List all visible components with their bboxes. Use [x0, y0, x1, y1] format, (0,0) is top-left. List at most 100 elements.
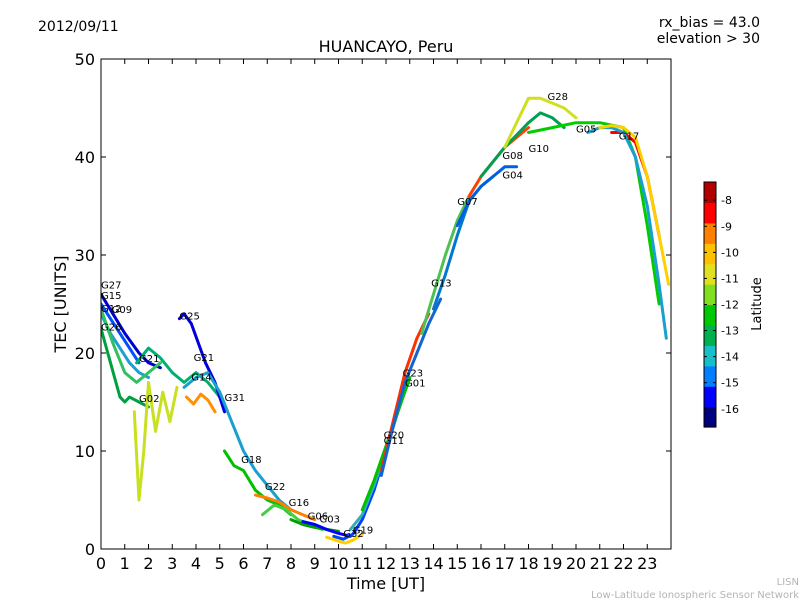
station-label-g28: G28 — [548, 92, 568, 103]
series-g29 — [598, 124, 671, 286]
x-tick-label: 6 — [238, 554, 248, 573]
x-tick-label: 13 — [400, 554, 420, 573]
colorbar-band — [704, 263, 716, 285]
station-label-g19: G19 — [353, 525, 373, 536]
x-tick-label: 22 — [613, 554, 633, 573]
colorbar-ticks: -8 -9 -10 -11 -12 -13 -14 -15 -16 — [704, 194, 739, 416]
colorbar-band — [704, 202, 716, 224]
station-label-g05: G05 — [576, 125, 596, 136]
footer-org-long: Low-Latitude Ionospheric Sensor Network — [591, 590, 799, 600]
station-label-g04: G04 — [502, 171, 522, 182]
y-tick-label: 40 — [75, 148, 95, 167]
station-label-g26: G26 — [101, 323, 121, 334]
station-label-g10: G10 — [529, 144, 549, 155]
y-axis-ticks: 0 10 20 30 40 50 — [75, 50, 671, 559]
colorbar-tick-label: -12 — [721, 299, 739, 312]
colorbar-tick-label: -16 — [721, 403, 739, 416]
station-label-g23: G23 — [403, 369, 423, 380]
colorbar-label: Latitude — [750, 277, 765, 331]
x-tick-label: 20 — [566, 554, 586, 573]
x-tick-label: 15 — [447, 554, 467, 573]
station-label-g18: G18 — [241, 455, 261, 466]
y-tick-label: 30 — [75, 246, 95, 265]
x-tick-label: 8 — [286, 554, 296, 573]
colorbar-tick-label: -9 — [721, 220, 732, 233]
station-label-g25: G25 — [179, 312, 199, 323]
footer-org-short: LISN — [777, 577, 799, 588]
station-label-g09: G09 — [112, 305, 132, 316]
station-label-g17: G17 — [619, 131, 639, 142]
series-g01 — [379, 297, 443, 477]
series-g32 — [325, 532, 364, 545]
station-label-g21: G21 — [194, 353, 214, 364]
station-label-g31: G31 — [225, 393, 245, 404]
colorbar-tick-label: -10 — [721, 246, 739, 259]
series-g21 — [135, 346, 222, 399]
colorbar-band — [704, 222, 716, 244]
x-tick-label: 9 — [310, 554, 320, 573]
x-axis-label: Time [UT] — [346, 574, 425, 593]
y-axis-label: TEC [UNITS] — [51, 256, 70, 354]
station-label-g16: G16 — [289, 498, 309, 509]
station-label-g07: G07 — [457, 197, 477, 208]
colorbar-band — [704, 243, 716, 265]
station-label-g11: G11 — [384, 436, 404, 447]
x-tick-label: 1 — [120, 554, 130, 573]
series-g31 — [182, 371, 293, 512]
station-label-g14: G14 — [191, 372, 211, 383]
colorbar-tick-label: -13 — [721, 325, 739, 338]
series-g02 — [132, 380, 179, 502]
station-label-g15: G15 — [101, 291, 121, 302]
series-g22 — [253, 493, 317, 522]
series-g28 — [503, 96, 578, 149]
station-label-g21: G21 — [139, 354, 159, 365]
elevation-label: elevation > 30 — [657, 31, 760, 47]
x-tick-label: 14 — [423, 554, 443, 573]
colorbar-tick-label: -15 — [721, 377, 739, 390]
colorbar-band — [704, 386, 716, 408]
series-g15 — [101, 302, 141, 365]
colorbar-band — [704, 406, 716, 428]
series-g13 — [420, 194, 471, 335]
colorbar-tick-label: -8 — [721, 194, 732, 207]
rx-bias-label: rx_bias = 43.0 — [659, 15, 760, 31]
y-tick-label: 10 — [75, 442, 95, 461]
chart-title: HUANCAYO, Peru — [319, 37, 454, 56]
station-label-g27: G27 — [101, 280, 121, 291]
x-tick-label: 12 — [376, 554, 396, 573]
station-label-g01: G01 — [405, 378, 425, 389]
x-tick-label: 21 — [590, 554, 610, 573]
x-tick-label: 19 — [542, 554, 562, 573]
series-g03 — [301, 520, 352, 538]
x-axis-ticks: 0 1 2 3 4 5 6 7 8 9 10 11 12 13 14 15 16 17 18 19 20 21 22 23 — [96, 59, 657, 573]
x-tick-label: 4 — [191, 554, 201, 573]
x-tick-label: 5 — [215, 554, 225, 573]
colorbar — [704, 182, 716, 428]
x-tick-label: 7 — [262, 554, 272, 573]
colorbar-band — [704, 365, 716, 387]
station-label-g32: G32 — [343, 529, 363, 540]
y-tick-label: 0 — [85, 540, 95, 559]
colorbar-band — [704, 284, 716, 306]
date-label: 2012/09/11 — [38, 19, 119, 35]
series-g14 — [185, 392, 217, 414]
station-label-g03: G03 — [320, 515, 340, 526]
station-label-g13: G13 — [431, 278, 451, 289]
x-tick-label: 10 — [328, 554, 348, 573]
x-tick-label: 16 — [471, 554, 491, 573]
series-g27 — [101, 292, 162, 370]
station-label-g02: G02 — [139, 394, 159, 405]
x-tick-label: 2 — [143, 554, 153, 573]
x-tick-label: 23 — [637, 554, 657, 573]
x-tick-label: 18 — [518, 554, 538, 573]
y-tick-label: 50 — [75, 50, 95, 69]
x-tick-label: 11 — [352, 554, 372, 573]
series-g09 — [101, 307, 162, 384]
station-label-g06: G06 — [308, 512, 328, 523]
x-tick-label: 0 — [96, 554, 106, 573]
station-label-g08: G08 — [502, 151, 522, 162]
colorbar-tick-label: -14 — [721, 351, 739, 364]
series-g17 — [610, 131, 661, 237]
